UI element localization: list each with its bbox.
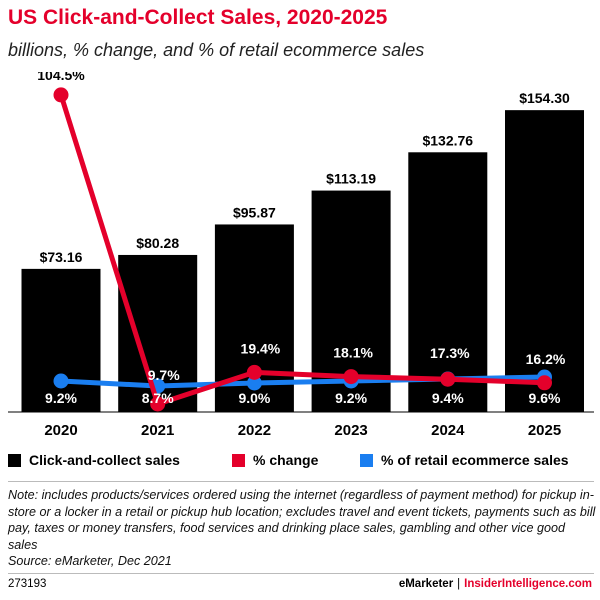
x-tick-label: 2023 bbox=[334, 422, 367, 439]
brand-name: eMarketer bbox=[398, 578, 454, 590]
legend-item-pct-ecommerce: % of retail ecommerce sales bbox=[360, 452, 569, 468]
chart-subtitle: billions, % change, and % of retail ecom… bbox=[8, 40, 425, 60]
source-text: Source: eMarketer, Dec 2021 bbox=[8, 554, 172, 568]
data-labels: $73.16 $80.28 $95.87 $113.19 $132.76 $154.30 1… bbox=[37, 72, 570, 406]
chart-note: Note: includes products/services ordered… bbox=[8, 487, 596, 570]
bar-value-label: $154.30 bbox=[519, 90, 570, 106]
x-tick-label: 2025 bbox=[528, 422, 561, 439]
legend-item-pct-change: % change bbox=[232, 452, 318, 468]
pct-change-label: 16.2% bbox=[526, 351, 566, 367]
pct-change-label: 18.1% bbox=[333, 345, 373, 361]
legend-swatch bbox=[232, 453, 245, 467]
pct-change-point bbox=[150, 396, 166, 412]
legend-label: % change bbox=[253, 452, 319, 468]
chart-id: 273193 bbox=[8, 578, 47, 590]
pct-change-point bbox=[53, 87, 69, 103]
note-text: Note: includes products/services ordered… bbox=[8, 488, 596, 552]
ecommerce-share-label: 9.2% bbox=[335, 390, 367, 406]
pct-change-point bbox=[537, 375, 552, 391]
pct-change-label: 19.4% bbox=[241, 340, 281, 356]
ecommerce-share-label: 9.6% bbox=[529, 390, 561, 406]
divider bbox=[8, 481, 594, 482]
legend-label: Click-and-collect sales bbox=[29, 452, 180, 468]
footer-brand: eMarketer | InsiderIntelligence.com bbox=[399, 578, 592, 590]
line-series bbox=[53, 87, 552, 412]
divider bbox=[8, 573, 594, 574]
bar-value-label: $95.87 bbox=[233, 204, 276, 220]
legend-label: % of retail ecommerce sales bbox=[381, 452, 569, 468]
chart-plot: $73.16 $80.28 $95.87 $113.19 $132.76 $154.30 1… bbox=[8, 72, 594, 439]
pct-change-point bbox=[343, 369, 359, 385]
brand-separator: | bbox=[457, 578, 461, 590]
bar-value-label: $80.28 bbox=[136, 235, 179, 251]
ecommerce-share-label: 9.4% bbox=[432, 390, 464, 406]
ecommerce-share-label: 8.7% bbox=[142, 390, 174, 406]
bar-series bbox=[21, 110, 584, 412]
legend-swatch bbox=[360, 453, 373, 467]
x-tick-label: 2021 bbox=[141, 422, 174, 439]
bar-value-label: $132.76 bbox=[422, 132, 473, 148]
pct-change-line bbox=[58, 94, 545, 407]
x-axis: 2020 2021 2022 2023 2024 2025 bbox=[8, 411, 594, 439]
x-tick-label: 2020 bbox=[44, 422, 77, 439]
legend: Click-and-collect sales % change % of re… bbox=[8, 452, 598, 470]
pct-change-label: 104.5% bbox=[37, 72, 85, 83]
legend-item-click-and-collect: Click-and-collect sales bbox=[8, 452, 180, 468]
pct-change-label: 9.7% bbox=[148, 367, 180, 383]
x-tick-label: 2024 bbox=[431, 422, 465, 439]
ecommerce-share-point bbox=[53, 373, 69, 389]
ecommerce-share-point bbox=[246, 375, 262, 391]
ecommerce-share-label: 9.0% bbox=[238, 390, 270, 406]
bar-value-label: $73.16 bbox=[40, 249, 83, 265]
site-name: InsiderIntelligence.com bbox=[464, 578, 592, 590]
ecommerce-share-label: 9.2% bbox=[45, 390, 77, 406]
chart-title: US Click-and-Collect Sales, 2020-2025 bbox=[8, 6, 388, 29]
pct-change-point bbox=[246, 364, 262, 380]
pct-change-point bbox=[440, 371, 456, 387]
bar bbox=[505, 110, 584, 412]
x-tick-label: 2022 bbox=[238, 422, 271, 439]
pct-change-label: 17.3% bbox=[430, 345, 470, 361]
legend-swatch bbox=[8, 453, 21, 467]
bar-value-label: $113.19 bbox=[326, 171, 376, 187]
bar bbox=[408, 152, 488, 412]
